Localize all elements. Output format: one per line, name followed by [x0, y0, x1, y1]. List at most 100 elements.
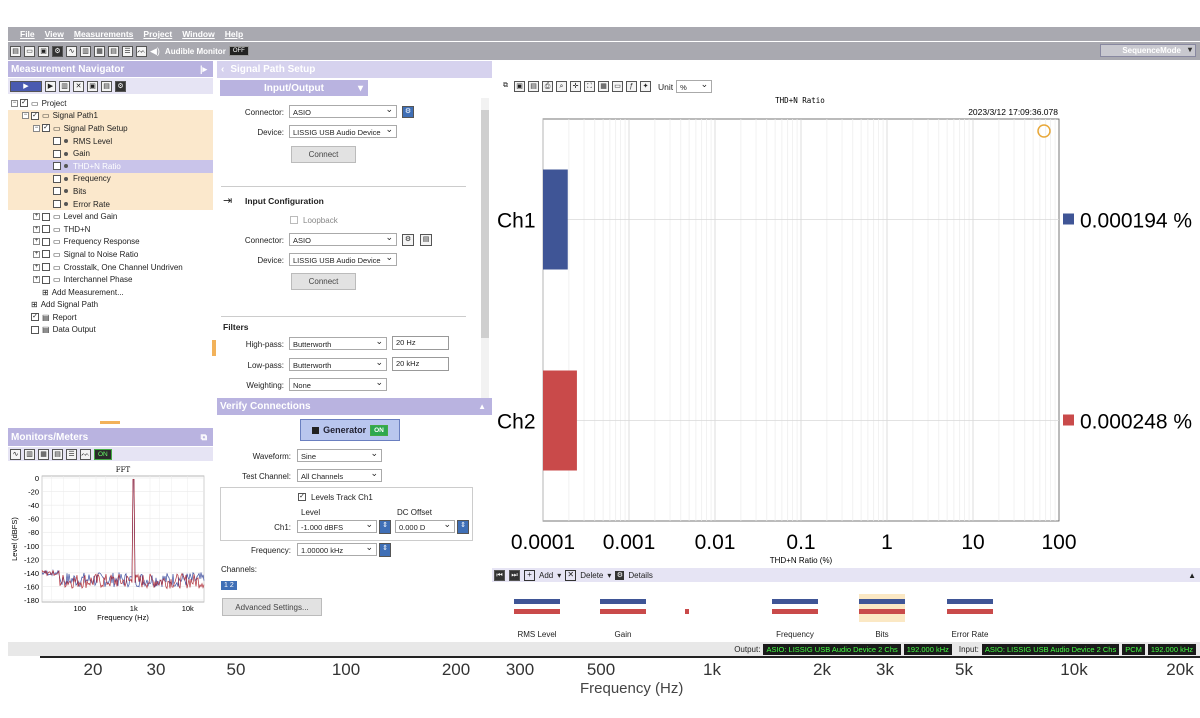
add-icon[interactable]: +	[524, 569, 535, 581]
details-icon[interactable]: ⚙	[615, 570, 625, 580]
fit-icon[interactable]: ⛶	[584, 81, 595, 92]
tree-item[interactable]: Bits	[8, 185, 213, 198]
delete-icon[interactable]: ✕	[73, 80, 84, 92]
tree-item[interactable]: − ✓ ▭ Signal Path Setup	[8, 122, 213, 135]
cursor-icon[interactable]: ✦	[640, 81, 651, 92]
crosshair-icon[interactable]: ✛	[570, 81, 581, 92]
frequency-stepper[interactable]: ⇕	[379, 543, 391, 557]
tree-item[interactable]: Frequency	[8, 172, 213, 186]
tree-item[interactable]: ✓ ▤ Report	[8, 311, 213, 324]
tree-item[interactable]: − ✓ ▭ Signal Path1	[8, 109, 213, 123]
save-icon[interactable]: ▣	[38, 45, 49, 57]
waveform-icon[interactable]: ∿	[10, 448, 21, 460]
first-icon[interactable]: ⏮	[494, 569, 505, 581]
output-settings-icon[interactable]: ⚙	[402, 106, 414, 118]
tab-input-output[interactable]: Input/Output ▾	[220, 80, 368, 96]
result-thumbnail[interactable]	[772, 594, 818, 622]
ch1-dc-stepper[interactable]: ⇕	[457, 520, 469, 534]
bar-chart-icon[interactable]: ▥	[80, 45, 91, 57]
expand-icon[interactable]: +	[33, 263, 40, 271]
popout-icon[interactable]: ⧉	[503, 82, 508, 89]
collapse-icon[interactable]: ▲	[478, 402, 486, 411]
lowpass-select[interactable]: Butterworth	[289, 356, 387, 371]
tree-checkbox[interactable]	[53, 187, 61, 196]
new-file-icon[interactable]: ▤	[10, 45, 21, 57]
spectrum-icon[interactable]: ᨓ	[136, 45, 147, 57]
menu-window[interactable]: Window	[182, 29, 215, 39]
weighting-select[interactable]: None	[289, 376, 387, 391]
level-icon[interactable]: ▤	[108, 45, 119, 57]
output-connect-button[interactable]: Connect	[291, 146, 356, 163]
grid-icon[interactable]: ▦	[598, 81, 609, 92]
test-channel-select[interactable]: All Channels	[297, 467, 382, 482]
loopback-checkbox[interactable]	[290, 216, 298, 224]
spectrum-icon[interactable]: ᨓ	[80, 448, 91, 460]
tree-item[interactable]: + ▭ Level and Gain	[8, 210, 213, 223]
delete-dropdown-icon[interactable]: ▾	[607, 570, 612, 580]
meter-icon[interactable]: ▦	[94, 45, 105, 57]
tree-item[interactable]: − ✓ ▭ Project	[8, 97, 213, 110]
result-thumbnail[interactable]	[514, 594, 560, 622]
ch1-dc-input[interactable]: 0.000 D	[395, 518, 455, 533]
gear-icon[interactable]: ⚙	[115, 80, 126, 92]
last-icon[interactable]: ⏭	[509, 569, 520, 581]
tree-item[interactable]: + ▭ THD+N	[8, 223, 213, 236]
expand-icon[interactable]: +	[33, 276, 40, 284]
tree-item[interactable]: ▤ Data Output	[8, 324, 213, 337]
list-icon[interactable]: ☰	[122, 45, 133, 57]
paste-icon[interactable]: ▤	[101, 80, 112, 92]
menu-measurements[interactable]: Measurements	[73, 29, 134, 39]
print-icon[interactable]: ⎙	[542, 81, 553, 92]
monitors-toggle[interactable]: ON	[94, 448, 112, 460]
result-thumbnail[interactable]	[685, 594, 731, 622]
details-button[interactable]: Details	[628, 570, 653, 580]
sequence-mode-dropdown[interactable]: SequenceMode ▾	[1100, 44, 1196, 57]
highpass-select[interactable]: Butterworth	[289, 335, 387, 350]
meter-icon[interactable]: ▦	[38, 448, 49, 460]
expand-icon[interactable]: −	[11, 99, 18, 107]
tree-checkbox[interactable]	[53, 137, 61, 146]
collapse-icon[interactable]: ▲	[1188, 570, 1196, 580]
result-thumbnail[interactable]	[600, 594, 646, 622]
expand-icon[interactable]: +	[33, 225, 40, 233]
bar-chart-icon[interactable]: ▥	[24, 448, 35, 460]
channels-button[interactable]: 1 2	[221, 581, 237, 590]
tree-checkbox[interactable]	[42, 225, 50, 234]
waveform-icon[interactable]: ∿	[66, 45, 77, 57]
menu-project[interactable]: Project	[143, 29, 173, 39]
tree-item[interactable]: ⊞ Add Measurement...	[8, 286, 213, 299]
tree-checkbox[interactable]: ✓	[42, 124, 50, 133]
back-icon[interactable]: ‹	[221, 64, 225, 75]
tree-checkbox[interactable]	[53, 200, 61, 209]
output-device-select[interactable]: LISSIG USB Audio Device	[289, 123, 397, 138]
expand-icon[interactable]: −	[22, 112, 29, 120]
tree-item[interactable]: + ▭ Crosstalk, One Channel Undriven	[8, 261, 213, 274]
unit-select[interactable]: %	[676, 78, 713, 93]
tree-checkbox[interactable]	[53, 174, 61, 183]
ch1-level-stepper[interactable]: ⇕	[379, 520, 391, 534]
highpass-value-input[interactable]: 20 Hz	[392, 336, 449, 350]
tree-item[interactable]: + ▭ Interchannel Phase	[8, 273, 213, 286]
expand-icon[interactable]: +	[33, 250, 40, 258]
open-icon[interactable]: ▭	[24, 45, 35, 57]
legend-icon[interactable]: ▭	[612, 81, 623, 92]
scrollbar[interactable]	[481, 98, 489, 398]
add-button[interactable]: Add	[539, 570, 554, 580]
tree-item[interactable]: THD+N Ratio	[8, 159, 213, 173]
menu-view[interactable]: View	[44, 29, 64, 39]
audible-monitor-toggle[interactable]: OFF	[228, 46, 249, 56]
expand-icon[interactable]: +	[33, 238, 40, 246]
tree-item[interactable]: RMS Level	[8, 134, 213, 148]
frequency-input[interactable]: 1.00000 kHz	[297, 541, 377, 556]
delete-icon[interactable]: ✕	[565, 569, 577, 581]
settings-icon[interactable]: ⚙	[52, 45, 63, 57]
tree-item[interactable]: + ▭ Signal to Noise Ratio	[8, 248, 213, 261]
waveform-select[interactable]: Sine	[297, 447, 382, 462]
tree-checkbox[interactable]	[42, 250, 50, 259]
run-icon[interactable]: ▶	[45, 80, 56, 92]
level-icon[interactable]: ▤	[52, 448, 63, 460]
list-icon[interactable]: ☰	[66, 448, 77, 460]
delete-button[interactable]: Delete	[580, 570, 604, 580]
output-connector-select[interactable]: ASIO	[289, 103, 397, 118]
copy-icon[interactable]: ▤	[528, 81, 539, 92]
